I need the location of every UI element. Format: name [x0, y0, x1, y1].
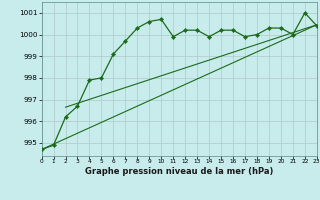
X-axis label: Graphe pression niveau de la mer (hPa): Graphe pression niveau de la mer (hPa) [85, 167, 273, 176]
